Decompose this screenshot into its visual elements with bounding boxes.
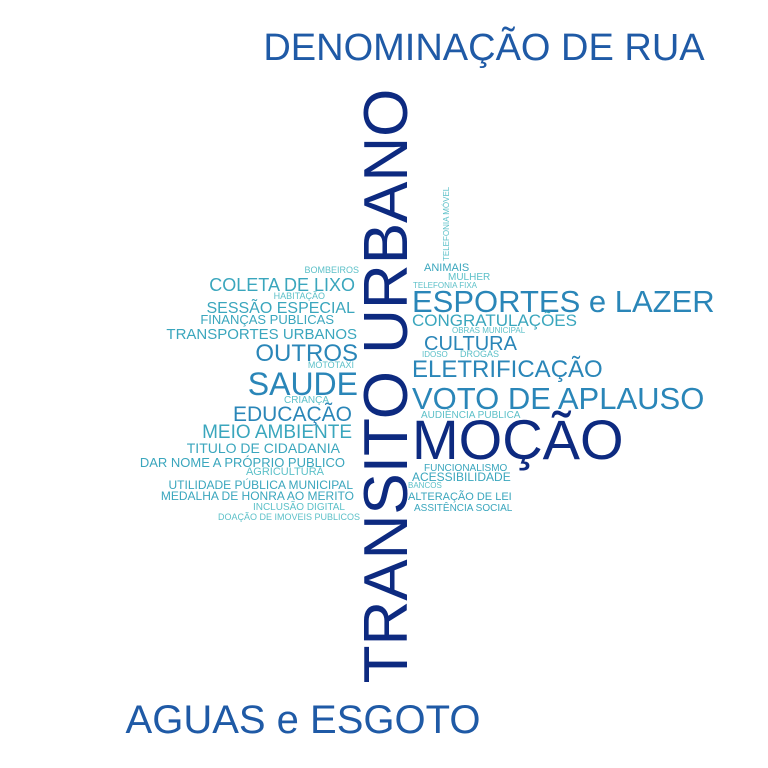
word-cultura: CULTURA <box>424 333 518 355</box>
word-saude: SAUDE <box>248 366 358 402</box>
word-congratulacoes: CONGRATULAÇÕES <box>412 311 577 330</box>
word-denominacao-de-rua: DENOMINAÇÃO DE RUA <box>263 26 705 69</box>
word-alteracao-de-lei: ALTERAÇÃO DE LEI <box>408 490 512 503</box>
word-funcionalismo: FUNCIONALISMO <box>424 463 508 474</box>
word-transportes-urbanos: TRANSPORTES URBANOS <box>166 326 357 343</box>
word-outros: OUTROS <box>255 340 358 367</box>
word-mototaxi: MOTOTAXI <box>308 360 354 370</box>
word-educacao: EDUCAÇÃO <box>233 402 352 426</box>
word-titulo-de-cidadania: TITULO DE CIDADANIA <box>187 440 341 456</box>
word-inclusao-digital: INCLUSÃO DIGITAL <box>253 500 345 513</box>
word-transito-urbano: TRANSITO URBANO <box>352 89 421 684</box>
word-esportes-e-lazer: ESPORTES e LAZER <box>412 284 715 319</box>
word-bancos: BANCOS <box>408 481 442 490</box>
word-animais: ANIMAIS <box>424 262 469 274</box>
word-dar-nome-a-proprio-publico: DAR NOME A PRÓPRIO PUBLICO <box>140 455 345 470</box>
word-meio-ambiente: MEIO AMBIENTE <box>202 422 352 443</box>
word-bombeiros: BOMBEIROS <box>304 265 359 275</box>
word-sessao-especial: SESSÃO ESPECIAL <box>206 297 355 317</box>
word-agricultura: AGRICULTURA <box>246 466 325 478</box>
word-telefonia-fixa: TELEFONIA FIXA <box>413 281 478 290</box>
word-mocao: MOÇÃO <box>412 408 624 471</box>
word-crianca: CRIANÇA <box>284 395 329 406</box>
word-drogas: DROGAS <box>460 349 499 359</box>
word-medalha-de-honra-ao-merito: MEDALHA DE HONRA AO MERITO <box>161 489 354 503</box>
word-obras-municipal: OBRAS MUNICIPAL <box>452 326 526 335</box>
word-doacao-de-imoveis-publicos: DOAÇÃO DE IMOVEIS PUBLICOS <box>218 512 360 522</box>
word-eletrificacao: ELETRIFICAÇÃO <box>412 356 603 383</box>
word-acessibilidade: ACESSIBILIDADE <box>412 470 511 484</box>
word-voto-de-aplauso: VOTO DE APLAUSO <box>412 381 704 416</box>
word-utilidade-publica-municipal: UTILIDADE PÚBLICA MUNICIPAL <box>169 477 354 492</box>
word-mulher: MULHER <box>448 272 490 283</box>
word-financas-publicas: FINANÇAS PUBLICAS <box>200 312 334 327</box>
word-audiencia-publica: AUDIÊNCIA PUBLICA <box>421 408 521 421</box>
word-idoso: IDOSO <box>422 350 448 359</box>
word-aguas-e-esgoto: AGUAS e ESGOTO <box>126 698 481 742</box>
word-habitacao: HABITAÇÃO <box>274 291 325 301</box>
word-coleta-de-lixo: COLETA DE LIXO <box>209 275 355 295</box>
word-telefonia-movel: TELEFONIA MÓVEL <box>442 186 451 261</box>
word-assitencia-social: ASSITÊNCIA SOCIAL <box>414 501 513 514</box>
